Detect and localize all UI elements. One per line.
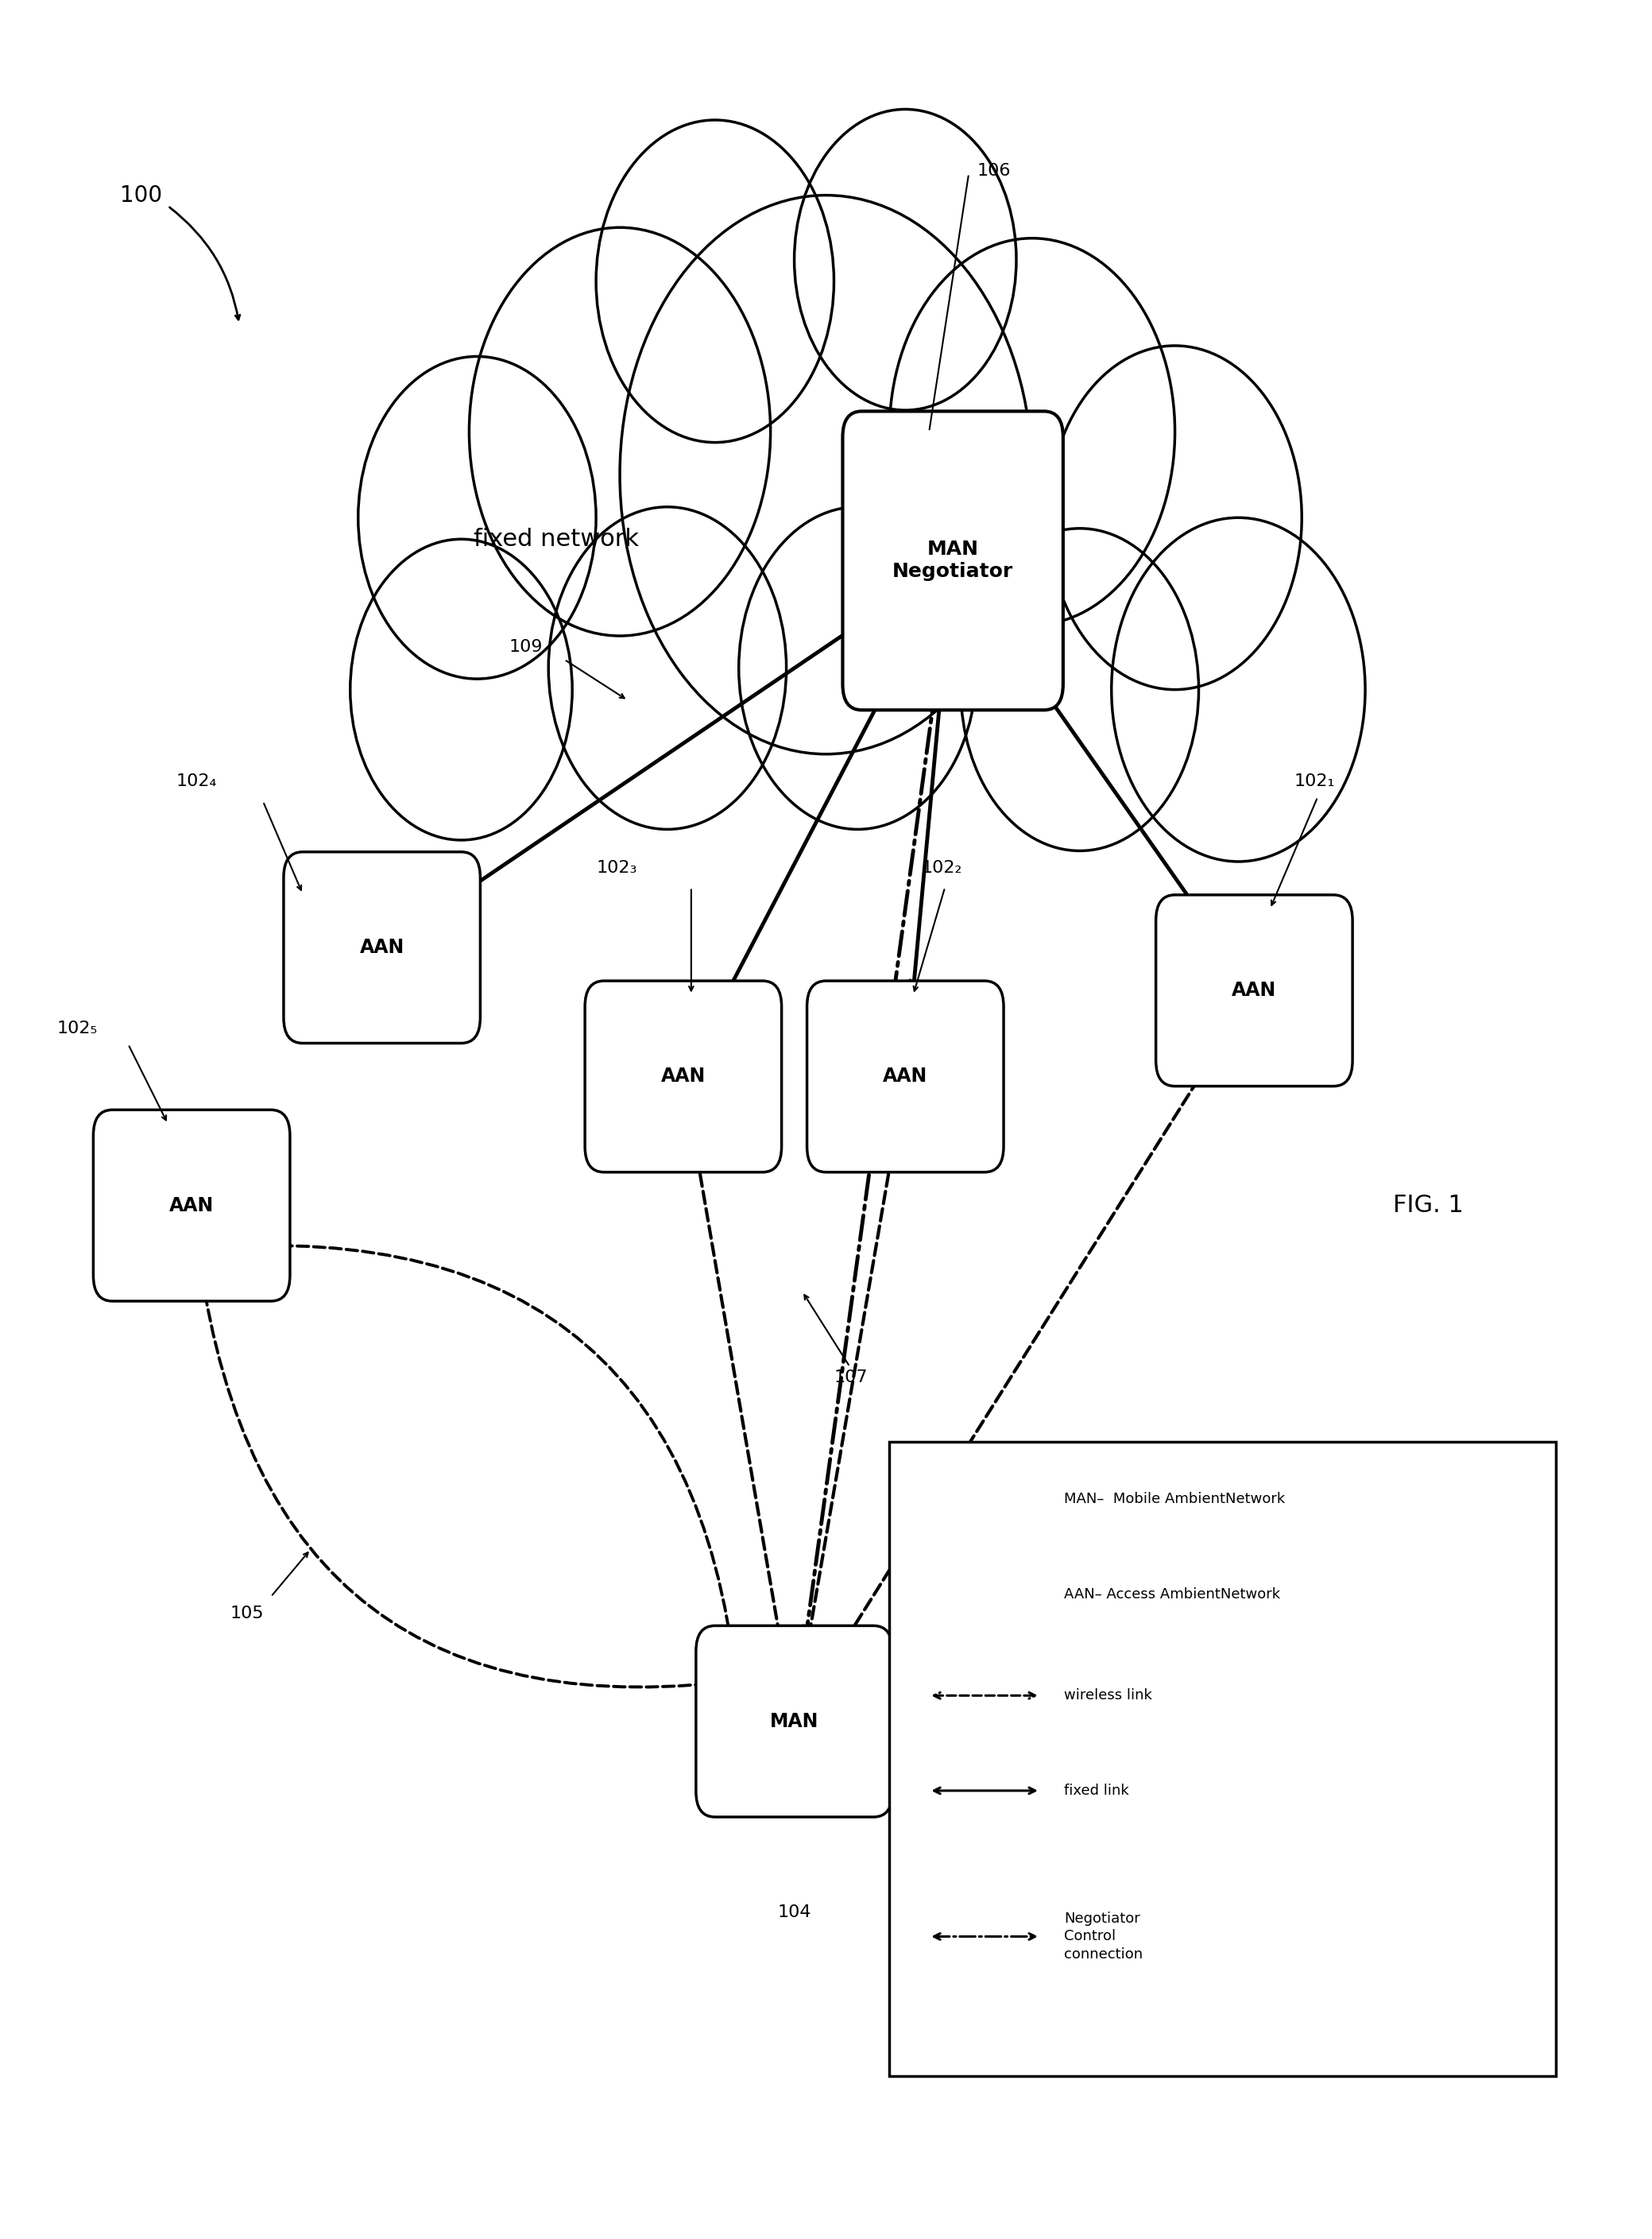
Text: Negotiator
Control
connection: Negotiator Control connection <box>1064 1912 1143 1961</box>
Text: fixed link: fixed link <box>1064 1784 1128 1798</box>
Circle shape <box>738 506 976 828</box>
Circle shape <box>620 195 1032 755</box>
Text: 102₂: 102₂ <box>922 860 961 875</box>
Text: AAN: AAN <box>360 938 405 956</box>
FancyBboxPatch shape <box>284 851 481 1043</box>
FancyBboxPatch shape <box>889 1442 1556 2076</box>
Circle shape <box>548 506 786 828</box>
Circle shape <box>358 356 596 678</box>
Text: 104: 104 <box>778 1903 811 1919</box>
Circle shape <box>961 528 1199 851</box>
Text: 102₁: 102₁ <box>1294 775 1335 790</box>
Text: AAN: AAN <box>661 1068 705 1086</box>
Text: AAN: AAN <box>169 1196 215 1216</box>
Text: FIG. 1: FIG. 1 <box>1393 1193 1464 1218</box>
Text: 102₄: 102₄ <box>175 775 216 790</box>
Text: MAN–  Mobile AmbientNetwork: MAN– Mobile AmbientNetwork <box>1064 1491 1285 1507</box>
Text: AAN– Access AmbientNetwork: AAN– Access AmbientNetwork <box>1064 1587 1280 1601</box>
Text: 105: 105 <box>230 1605 264 1621</box>
Text: 100: 100 <box>121 184 162 206</box>
Circle shape <box>596 121 834 443</box>
Text: wireless link: wireless link <box>1064 1688 1151 1702</box>
FancyBboxPatch shape <box>843 412 1064 710</box>
Text: 106: 106 <box>976 163 1011 179</box>
Text: AAN: AAN <box>882 1068 928 1086</box>
Text: 109: 109 <box>509 638 542 654</box>
Circle shape <box>1047 345 1302 690</box>
FancyBboxPatch shape <box>585 981 781 1173</box>
Circle shape <box>469 228 770 636</box>
FancyBboxPatch shape <box>806 981 1004 1173</box>
Text: MAN
Negotiator: MAN Negotiator <box>892 540 1013 582</box>
Circle shape <box>350 540 572 840</box>
Circle shape <box>795 110 1016 410</box>
Text: fixed network: fixed network <box>474 528 639 551</box>
Text: 102₃: 102₃ <box>596 860 638 875</box>
Circle shape <box>271 0 1381 1249</box>
FancyBboxPatch shape <box>1156 896 1353 1086</box>
Text: 107: 107 <box>834 1370 867 1386</box>
FancyBboxPatch shape <box>695 1626 892 1818</box>
Text: MAN: MAN <box>770 1713 819 1731</box>
Circle shape <box>889 237 1175 625</box>
Circle shape <box>1112 517 1365 862</box>
Text: 102₅: 102₅ <box>56 1021 97 1037</box>
FancyBboxPatch shape <box>93 1111 291 1301</box>
Text: AAN: AAN <box>1232 981 1277 1001</box>
